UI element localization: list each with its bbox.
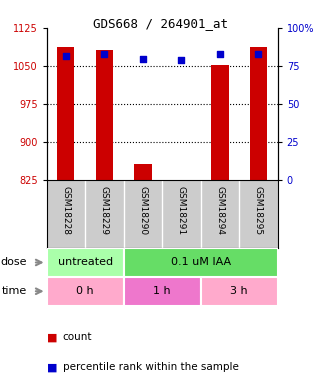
Text: GSM18294: GSM18294: [215, 186, 224, 235]
Bar: [57, 47, 74, 180]
Text: dose: dose: [1, 258, 27, 267]
Bar: [96, 50, 113, 180]
Point: [217, 51, 222, 57]
Text: GSM18295: GSM18295: [254, 186, 263, 235]
Text: 3 h: 3 h: [230, 286, 248, 296]
Text: count: count: [63, 333, 92, 342]
Text: ■: ■: [47, 363, 57, 372]
Text: GSM18291: GSM18291: [177, 186, 186, 235]
Text: time: time: [2, 286, 27, 296]
Text: GSM18229: GSM18229: [100, 186, 109, 235]
Point: [179, 57, 184, 63]
Text: 1 h: 1 h: [153, 286, 171, 296]
Text: ■: ■: [47, 333, 57, 342]
Text: 0.1 uM IAA: 0.1 uM IAA: [170, 258, 231, 267]
Text: GSM18290: GSM18290: [138, 186, 147, 235]
Bar: [124, 248, 278, 277]
Point: [140, 56, 145, 62]
Text: untreated: untreated: [57, 258, 113, 267]
Text: percentile rank within the sample: percentile rank within the sample: [63, 363, 239, 372]
Point: [256, 51, 261, 57]
Bar: [201, 277, 278, 306]
Bar: [250, 47, 267, 180]
Point: [63, 53, 68, 58]
Bar: [47, 248, 124, 277]
Bar: [211, 65, 229, 180]
Point: [102, 51, 107, 57]
Text: GDS668 / 264901_at: GDS668 / 264901_at: [93, 17, 228, 30]
Bar: [124, 277, 201, 306]
Bar: [134, 164, 152, 180]
Text: GSM18228: GSM18228: [61, 186, 70, 235]
Text: 0 h: 0 h: [76, 286, 94, 296]
Bar: [47, 277, 124, 306]
